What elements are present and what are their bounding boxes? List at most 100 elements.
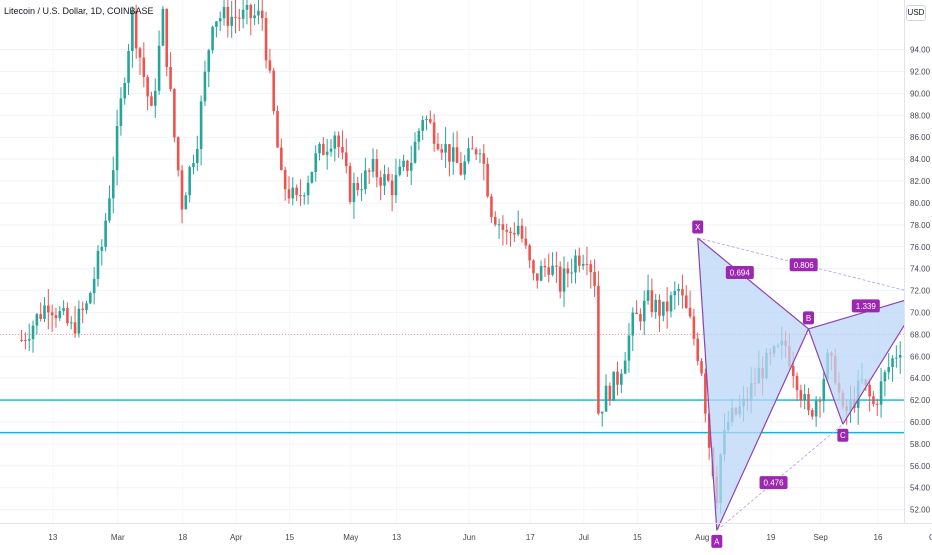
candle-body [192,163,195,168]
candle-body [211,26,214,51]
x-tick-label: Sep [814,533,829,542]
candle-body [631,312,635,336]
candle-body [337,135,340,147]
candle-body [31,325,35,340]
candle-body [467,148,470,162]
candle-body [669,295,673,312]
x-tick-label: Jul [579,533,589,542]
candle-body [589,264,593,272]
candle-body [100,246,104,251]
candle-body [173,89,176,138]
candle-body [409,162,413,171]
candle-body [662,301,665,316]
x-tick-label: 15 [633,533,642,542]
candle-body [818,400,822,402]
candle-body [276,111,279,148]
candle-body [394,174,398,196]
candle-body [360,189,363,191]
candle-body [570,272,573,274]
leg-bc [807,328,844,425]
candle-body [463,161,466,175]
candle-body [69,322,73,324]
candle-body [119,98,123,126]
candle-body [673,291,677,296]
candle-body [115,125,119,171]
x-tick-label: 19 [767,533,776,542]
candle-body [543,265,547,268]
candle-body [379,177,382,186]
candle-body [474,149,478,155]
candle-body [879,381,883,405]
y-tick-label: 74.00 [910,265,931,274]
candle-body [513,232,516,235]
x-tick-label: Mar [111,533,125,542]
candle-body [700,361,703,374]
y-tick-label: 82.00 [910,177,931,186]
candle-body [169,66,172,90]
candle-body [157,45,161,91]
candle-body [66,308,69,324]
candle-body [341,146,344,153]
candle-body [291,187,295,199]
candle-body [608,385,612,401]
candle-body [89,293,92,304]
pattern-triangle-xab [697,237,809,531]
candle-body [822,378,826,402]
y-tick-label: 56.00 [910,462,931,471]
candle-body [425,119,428,121]
candle-body [27,339,31,341]
candle-body [260,10,264,19]
y-tick-label: 90.00 [910,89,931,98]
candle-body [436,143,440,150]
candle-body [547,267,551,275]
candle-body [704,373,707,414]
candle-body [127,50,130,83]
y-tick-label: 86.00 [910,133,931,142]
candles [20,0,902,514]
ratio-label-bg [725,266,754,280]
candle-body [707,413,711,448]
x-tick-label: 16 [874,533,883,542]
candle-body [459,162,463,175]
candle-body [230,16,233,26]
candle-body [238,17,241,19]
candle-body [868,384,871,397]
candle-body [620,373,623,385]
candle-body [58,311,62,319]
candle-body [150,96,153,106]
x-tick-label: Aug [695,533,709,542]
leg-xa [697,237,718,531]
candle-body [249,4,253,19]
currency-button[interactable]: USD [906,5,926,21]
candle-body [383,174,386,186]
ratio-label: 1.339 [856,302,877,311]
candle-body [623,360,627,374]
candle-body [891,358,894,368]
candle-body [43,305,46,319]
candle-body [681,289,684,296]
candle-body [795,376,799,391]
candle-body [138,48,142,58]
candle-body [440,149,444,153]
candle-body [421,119,424,131]
candle-body [96,250,100,279]
candle-body [111,170,115,199]
x-tick-label: 15 [285,533,294,542]
candle-body [325,151,329,155]
candle-body [180,170,184,210]
y-tick-label: 60.00 [910,418,931,427]
candle-body [302,195,306,197]
candle-body [39,314,42,319]
candle-body [642,300,646,322]
candle-body [344,152,348,167]
candle-body [356,182,360,191]
candle-body [390,180,394,196]
candle-body [352,182,356,202]
candle-body [665,301,669,312]
y-tick-label: 84.00 [910,155,931,164]
candle-body [54,315,58,319]
leg-ab [716,328,810,531]
candle-body [318,144,321,154]
